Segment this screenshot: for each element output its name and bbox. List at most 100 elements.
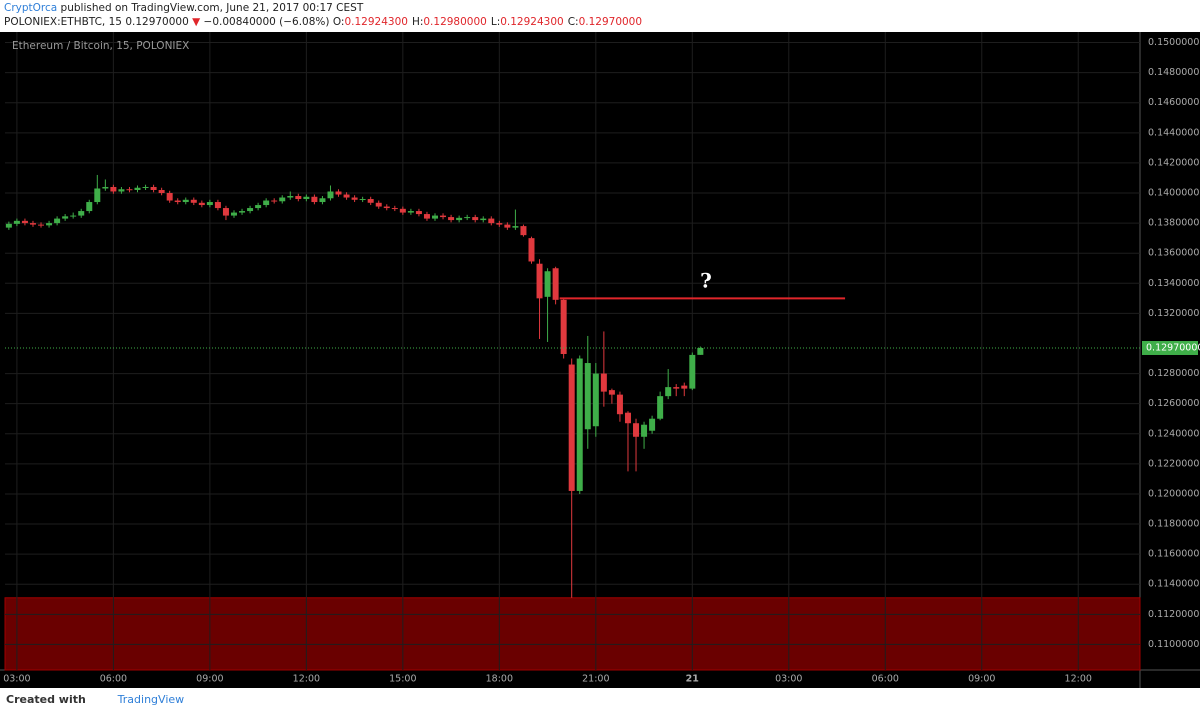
y-tick-label: 0.14400000	[1148, 127, 1200, 138]
candle-body	[343, 194, 350, 198]
y-tick-label: 0.13400000	[1148, 278, 1200, 289]
candle-body	[432, 215, 439, 219]
field-value: 0.12924300	[500, 16, 564, 28]
y-tick-label: 0.13600000	[1148, 248, 1200, 259]
candle-body	[520, 226, 527, 236]
y-tick-label: 0.13200000	[1148, 308, 1200, 319]
chart-bg	[0, 32, 1200, 688]
candle-body	[287, 196, 294, 198]
candle-body	[472, 217, 479, 221]
candle-body	[38, 224, 45, 226]
candle-body	[423, 214, 430, 219]
candle-body	[190, 199, 197, 203]
candle-body	[247, 208, 254, 212]
x-tick-label: 03:00	[775, 674, 802, 685]
candle-body	[174, 200, 181, 203]
candle-body	[407, 211, 414, 213]
candle-body	[641, 424, 648, 437]
candle-body	[150, 186, 157, 190]
x-tick-label: 03:00	[3, 674, 30, 685]
y-tick-label: 0.11800000	[1148, 519, 1200, 530]
y-tick-label: 0.12600000	[1148, 398, 1200, 409]
candle-body	[480, 218, 487, 221]
candle-body	[665, 387, 672, 397]
y-tick-label: 0.12200000	[1148, 458, 1200, 469]
price-label: 0.12970000	[1146, 342, 1200, 353]
candle-body	[110, 186, 117, 192]
candle-body	[29, 223, 36, 225]
y-tick-label: 0.12400000	[1148, 428, 1200, 439]
published: published on TradingView.com, June 21, 2…	[60, 2, 364, 14]
candle-body	[391, 208, 398, 210]
annotation: ?	[700, 269, 712, 293]
author[interactable]: CryptOrca	[4, 2, 58, 14]
candle-body	[303, 196, 310, 200]
candle-body	[608, 390, 615, 395]
candle-body	[206, 202, 213, 206]
candle-body	[440, 215, 447, 218]
candle-body	[592, 373, 599, 427]
candle-body	[263, 200, 270, 206]
y-tick-label: 0.12000000	[1148, 488, 1200, 499]
y-tick-label: 0.12800000	[1148, 368, 1200, 379]
x-tick-label: 09:00	[968, 674, 995, 685]
candle-body	[198, 202, 205, 206]
candle-body	[94, 188, 101, 203]
candle-body	[126, 189, 133, 191]
candle-body	[359, 199, 366, 201]
candle-body	[230, 212, 237, 216]
candle-body	[311, 196, 318, 203]
last: 0.12970000	[125, 16, 189, 28]
x-tick-label: 09:00	[196, 674, 223, 685]
candle-body	[415, 211, 422, 215]
candle-body	[62, 216, 69, 219]
candle-body	[134, 187, 141, 190]
candle-body	[158, 189, 165, 194]
candle-body	[86, 202, 93, 212]
arrow: ▼	[192, 16, 201, 28]
x-tick-label: 12:00	[1065, 674, 1092, 685]
grid: 0.11000000 0.11200000 0.11400000 0.11600000…	[3, 32, 1200, 685]
y-tick-label: 0.11000000	[1148, 639, 1200, 650]
candle-body	[649, 418, 656, 431]
candle-body	[399, 208, 406, 213]
candle-body	[367, 199, 374, 203]
candle-body	[504, 224, 511, 228]
candle-body	[697, 347, 704, 355]
candle-body	[271, 200, 278, 202]
candle-body	[584, 363, 591, 430]
brand[interactable]: TradingView	[117, 693, 185, 706]
candle-body	[327, 191, 334, 199]
y-tick-label: 0.13800000	[1148, 218, 1200, 229]
symbol: POLONIEX:ETHBTC, 15	[4, 16, 122, 28]
marks: 0.12970000	[5, 174, 1200, 598]
candle-body	[464, 217, 471, 219]
candle-body	[21, 220, 28, 224]
candle-body	[528, 238, 535, 262]
candle-body	[222, 208, 229, 216]
candle-body	[13, 220, 20, 224]
candle-body	[552, 268, 559, 300]
x-tick-label: 21:00	[582, 674, 609, 685]
quote-line: POLONIEX:ETHBTC, 15 0.12970000 ▼ −0.0084…	[4, 16, 646, 28]
candle-body	[279, 197, 286, 202]
chart-title: Ethereum / Bitcoin, 15, POLONIEX	[12, 40, 189, 52]
x-tick-label: 15:00	[389, 674, 416, 685]
y-tick-label: 0.15000000	[1148, 37, 1200, 48]
y-tick-label: 0.11600000	[1148, 549, 1200, 560]
candle-body	[46, 223, 53, 226]
candle-body	[166, 193, 173, 201]
candle-body	[335, 191, 342, 195]
price-label-box	[1142, 340, 1198, 355]
candle-body	[456, 217, 463, 221]
support-zone	[4, 597, 1141, 671]
candle-body	[633, 423, 640, 437]
footer: Created with TradingView	[6, 693, 184, 706]
field-label: L:	[490, 16, 501, 28]
field-label: H:	[411, 16, 424, 28]
x-tick-label: 18:00	[486, 674, 513, 685]
candle-body	[255, 205, 262, 209]
candle-body	[544, 271, 551, 297]
